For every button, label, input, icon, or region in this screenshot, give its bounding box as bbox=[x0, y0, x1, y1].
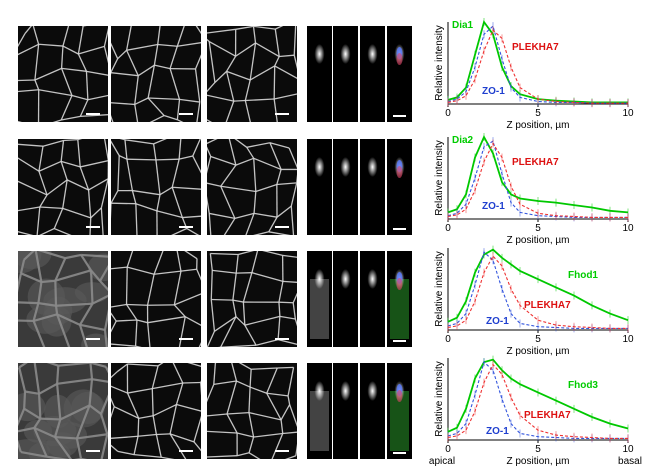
x-tick-label: 0 bbox=[445, 108, 451, 119]
curve-annotation: Fhod3 bbox=[568, 380, 598, 391]
scale-bar bbox=[275, 226, 289, 228]
scale-bar bbox=[179, 338, 193, 340]
z-profile-strip bbox=[307, 26, 332, 122]
micrograph bbox=[207, 139, 297, 235]
micrograph bbox=[207, 363, 297, 459]
micrograph bbox=[18, 139, 108, 235]
z-profile-strip bbox=[307, 251, 332, 347]
x-tick-label: 5 bbox=[535, 444, 541, 455]
scale-bar bbox=[393, 340, 406, 342]
micrograph bbox=[111, 251, 201, 347]
scale-bar bbox=[86, 338, 100, 340]
z-profile-strip bbox=[333, 251, 358, 347]
curve-annotation: ZO-1 bbox=[482, 86, 505, 97]
curve-annotation: Dia1 bbox=[452, 20, 474, 31]
curve-annotation: PLEKHA7 bbox=[512, 157, 559, 168]
curve-annotation: Dia2 bbox=[452, 135, 474, 146]
scale-bar bbox=[179, 450, 193, 452]
z-profile-strip bbox=[387, 139, 412, 235]
scale-bar bbox=[179, 113, 193, 115]
x-tick-label: 10 bbox=[622, 223, 634, 234]
x-tick-label: 5 bbox=[535, 108, 541, 119]
curve-annotation: PLEKHA7 bbox=[512, 42, 559, 53]
x-tick-label: 5 bbox=[535, 334, 541, 345]
curve-annotation: ZO-1 bbox=[482, 201, 505, 212]
z-profile-strip bbox=[387, 26, 412, 122]
z-profile-strip bbox=[360, 26, 385, 122]
curve-annotation: PLEKHA7 bbox=[524, 410, 571, 421]
x-axis-label: Z position, µm bbox=[506, 235, 569, 246]
y-axis-label: Relative intensity bbox=[434, 361, 445, 437]
scale-bar bbox=[393, 115, 406, 117]
scale-bar bbox=[179, 226, 193, 228]
x-tick-label: 0 bbox=[445, 223, 451, 234]
micrograph bbox=[207, 26, 297, 122]
z-profile-strip bbox=[333, 26, 358, 122]
x-tick-label: 0 bbox=[445, 444, 451, 455]
z-profile-strip bbox=[387, 251, 412, 347]
z-profile-strip bbox=[333, 363, 358, 459]
scale-bar bbox=[86, 226, 100, 228]
apical-label: apical bbox=[429, 456, 455, 467]
z-profile-strip bbox=[360, 139, 385, 235]
scale-bar bbox=[275, 450, 289, 452]
scale-bar bbox=[275, 113, 289, 115]
curve-annotation: ZO-1 bbox=[486, 426, 509, 437]
micrograph bbox=[111, 363, 201, 459]
scale-bar bbox=[275, 338, 289, 340]
basal-label: basal bbox=[618, 456, 642, 467]
z-profile-strip bbox=[360, 363, 385, 459]
x-axis-label: Z position, µm bbox=[506, 456, 569, 467]
x-tick-label: 10 bbox=[622, 444, 634, 455]
scale-bar bbox=[393, 452, 406, 454]
x-tick-label: 10 bbox=[622, 108, 634, 119]
scale-bar bbox=[86, 450, 100, 452]
y-axis-label: Relative intensity bbox=[434, 251, 445, 327]
curve-annotation: PLEKHA7 bbox=[524, 300, 571, 311]
series-line-plekha7 bbox=[447, 363, 628, 439]
x-axis-label: Z position, µm bbox=[506, 346, 569, 357]
scale-bar bbox=[86, 113, 100, 115]
z-profile-strip bbox=[360, 251, 385, 347]
curve-annotation: ZO-1 bbox=[486, 316, 509, 327]
x-axis-label: Z position, µm bbox=[506, 120, 569, 131]
z-profile-strip bbox=[307, 363, 332, 459]
y-axis-label: Relative intensity bbox=[434, 25, 445, 101]
y-axis-label: Relative intensity bbox=[434, 140, 445, 216]
z-profile-strip bbox=[387, 363, 412, 459]
z-profile-strip bbox=[307, 139, 332, 235]
micrograph bbox=[18, 363, 108, 459]
x-tick-label: 0 bbox=[445, 334, 451, 345]
x-tick-label: 5 bbox=[535, 223, 541, 234]
micrograph bbox=[111, 26, 201, 122]
curve-annotation: Fhod1 bbox=[568, 270, 598, 281]
scale-bar bbox=[393, 228, 406, 230]
micrograph bbox=[207, 251, 297, 347]
x-tick-label: 10 bbox=[622, 334, 634, 345]
micrograph bbox=[111, 139, 201, 235]
z-profile-strip bbox=[333, 139, 358, 235]
micrograph bbox=[18, 26, 108, 122]
micrograph bbox=[18, 251, 108, 347]
